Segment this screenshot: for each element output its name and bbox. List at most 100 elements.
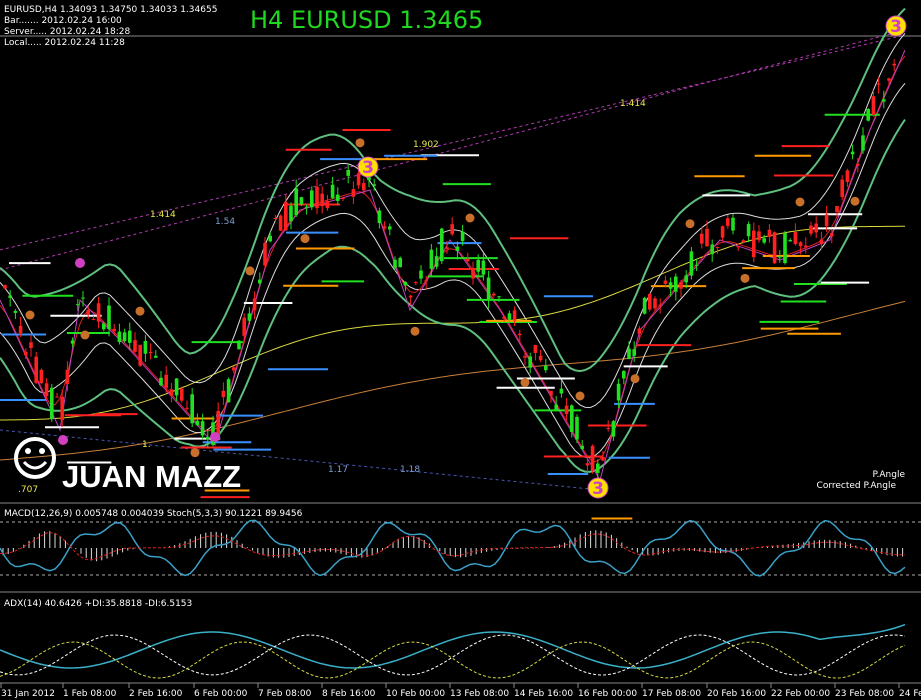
candle-body xyxy=(830,233,834,237)
candle-body xyxy=(570,405,574,432)
candle-body xyxy=(788,240,792,242)
price-panel: 3 3 3 xyxy=(0,7,921,520)
fractal-dot xyxy=(25,310,35,320)
logo-smiley xyxy=(14,437,56,479)
candle-body xyxy=(798,242,803,247)
candle-body xyxy=(86,309,90,315)
candle-body xyxy=(429,249,434,269)
candle-body xyxy=(169,389,174,396)
candle-body xyxy=(564,405,569,415)
candle-body xyxy=(824,214,829,227)
candle-body xyxy=(840,179,844,197)
candle-body xyxy=(440,228,444,262)
fib-label: 1. xyxy=(142,440,151,450)
candle-body xyxy=(221,390,226,398)
candle-body xyxy=(876,83,881,85)
candle-body xyxy=(772,232,777,264)
candle-body xyxy=(81,297,85,299)
candle-body xyxy=(611,421,616,437)
candle-body xyxy=(356,173,361,186)
x-tick-label: 13 Feb 08:00 xyxy=(450,689,509,699)
candle-body xyxy=(278,215,283,231)
macd-panel xyxy=(0,519,921,577)
di-plus-line xyxy=(0,634,906,676)
candle-body xyxy=(814,223,818,233)
candle-body xyxy=(289,205,293,222)
candle-body xyxy=(554,404,558,410)
candle-body xyxy=(388,226,392,230)
pivot-dot xyxy=(75,258,85,268)
candle-body xyxy=(190,394,194,424)
candle-body xyxy=(252,298,257,311)
candle-body xyxy=(835,206,839,213)
candle-body xyxy=(76,304,80,306)
candle-body xyxy=(528,356,532,368)
x-tick-label: 16 Feb 00:00 xyxy=(578,689,637,699)
candle-body xyxy=(559,388,564,394)
fib-line xyxy=(0,429,601,491)
candle-body xyxy=(341,197,345,199)
candle-body xyxy=(793,232,798,245)
candle-body xyxy=(819,239,824,245)
candle-body xyxy=(258,279,262,284)
ma-line xyxy=(0,300,906,461)
fractal-dot xyxy=(300,234,310,244)
adx-panel xyxy=(0,623,906,679)
candle-body xyxy=(382,226,387,229)
candle-body xyxy=(445,247,449,249)
candle-body xyxy=(752,230,756,258)
fib-label: 1.414 xyxy=(150,210,176,220)
candle-body xyxy=(70,340,75,344)
candle-body xyxy=(96,303,101,322)
fractal-dot xyxy=(575,391,585,401)
candle-body xyxy=(174,378,179,396)
candle-body xyxy=(887,78,891,81)
candle-body xyxy=(200,421,205,436)
x-tick-label: 2 Feb 16:00 xyxy=(129,689,183,699)
candle-body xyxy=(616,383,621,401)
candle-body xyxy=(518,333,522,336)
pivot-dot xyxy=(210,432,220,442)
candle-body xyxy=(403,281,408,286)
candle-body xyxy=(601,456,605,461)
candle-body xyxy=(377,210,382,224)
candle-body xyxy=(122,332,127,341)
candle-body xyxy=(684,275,688,283)
candle-body xyxy=(29,342,33,348)
signal-line xyxy=(0,531,905,561)
fractal-dot xyxy=(355,138,365,148)
candle-body xyxy=(637,328,642,334)
fractal-dot xyxy=(245,266,255,276)
wave-marker xyxy=(357,156,379,178)
candle-body xyxy=(195,420,200,426)
candle-body xyxy=(419,270,423,279)
candle-body xyxy=(320,193,324,207)
candle-body xyxy=(632,349,636,356)
fractal-dot xyxy=(410,326,420,336)
candle-body xyxy=(674,276,678,292)
candle-body xyxy=(544,365,548,371)
stoch-line xyxy=(0,519,906,577)
fractal-dot xyxy=(80,330,90,340)
x-tick-label: 14 Feb 16:00 xyxy=(514,689,573,699)
fractal-dot xyxy=(190,448,200,458)
candle-body xyxy=(471,269,475,279)
candle-body xyxy=(455,246,460,251)
candle-body xyxy=(715,247,720,249)
candle-body xyxy=(414,282,418,284)
candle-body xyxy=(330,184,335,198)
candle-body xyxy=(8,295,12,298)
candle-body xyxy=(60,396,64,421)
candle-body xyxy=(486,277,491,301)
candle-body xyxy=(336,194,340,201)
x-tick-label: 7 Feb 08:00 xyxy=(258,689,312,699)
candle-body xyxy=(523,356,527,358)
candle-body xyxy=(497,296,501,298)
band-line xyxy=(0,82,906,459)
candle-body xyxy=(138,344,142,366)
candle-body xyxy=(580,445,584,449)
candle-body xyxy=(648,293,652,310)
candle-body xyxy=(304,206,309,208)
